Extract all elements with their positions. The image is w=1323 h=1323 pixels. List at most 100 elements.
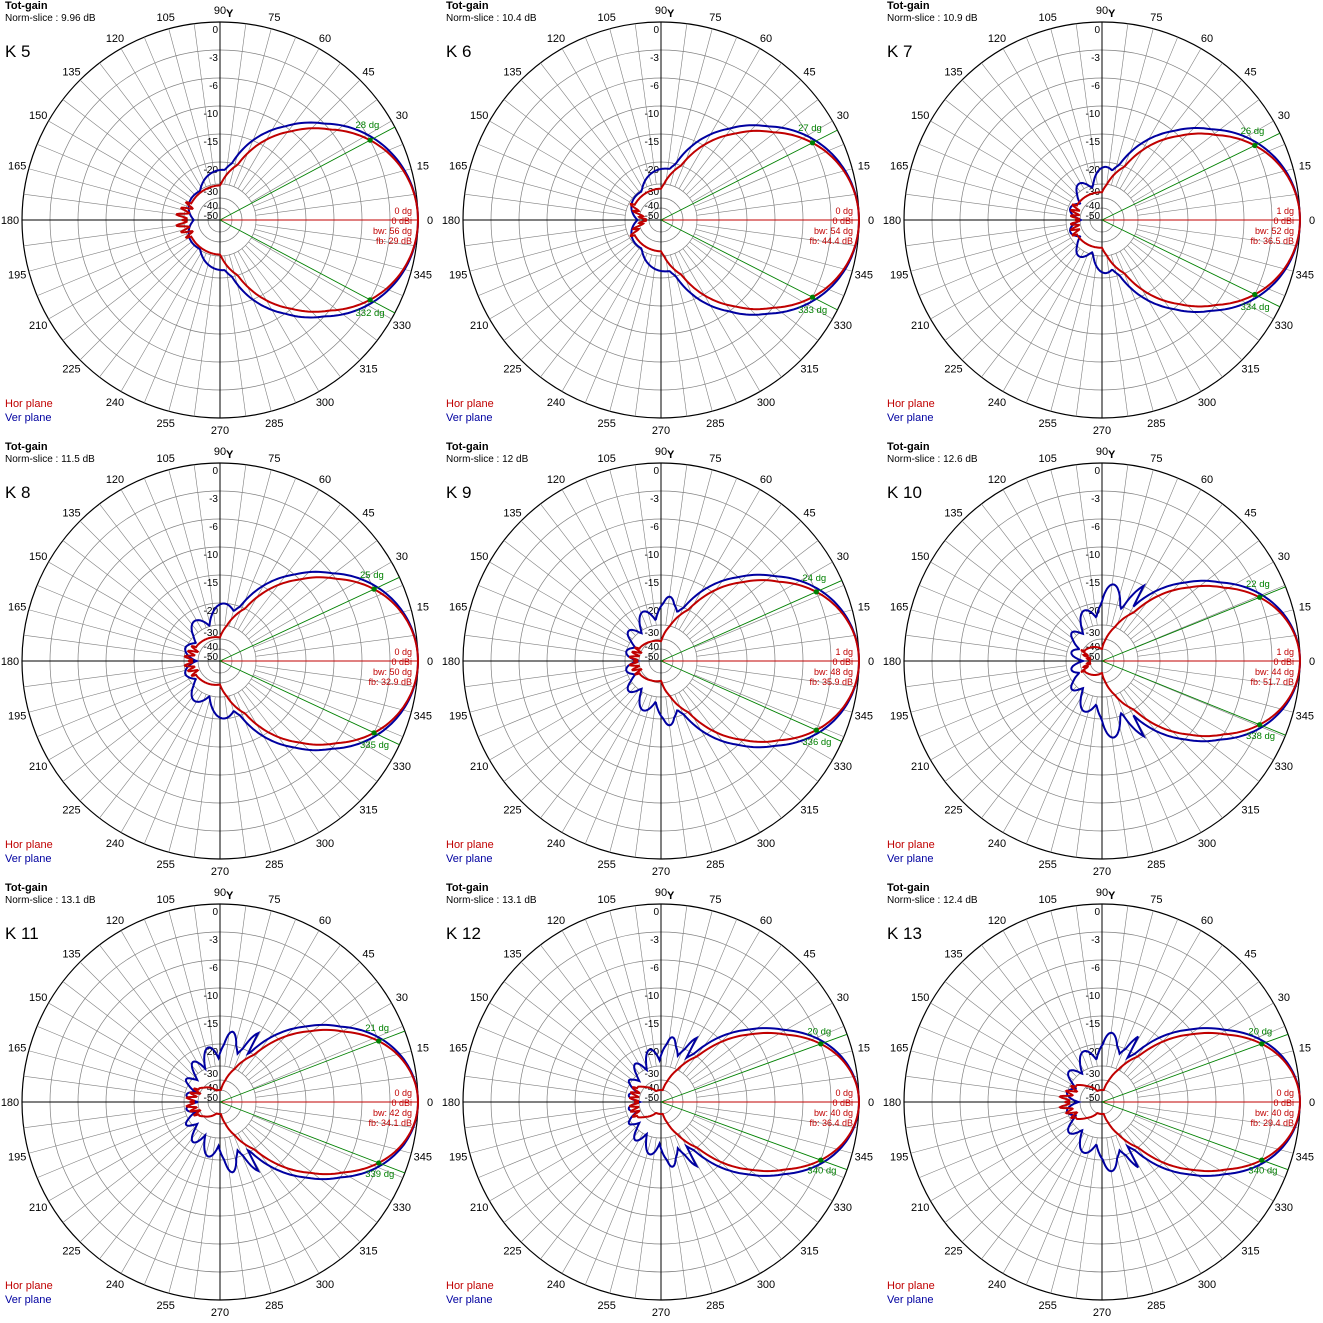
angle-tick-label: 75 <box>709 12 721 24</box>
grid-spoke <box>944 1123 1074 1223</box>
db-tick-label: 0 <box>1094 907 1100 918</box>
db-tick-label: -20 <box>1086 1047 1101 1058</box>
angle-tick-label: 345 <box>1296 710 1314 722</box>
grid-spoke <box>1130 1123 1260 1223</box>
grid-spoke <box>1050 1136 1093 1294</box>
grid-spoke <box>1025 918 1089 1069</box>
polar-plot: 0 15 30 45 60 75 90 105 120 135 150 165 180 195 210 225… <box>883 887 1315 1319</box>
hor-plane-trace <box>629 129 861 311</box>
db-tick-label: -20 <box>1086 165 1101 176</box>
grid-spoke <box>1106 255 1129 417</box>
angle-tick-label: 300 <box>757 397 775 409</box>
polar-chart-k9: 0 15 30 45 60 75 90 105 120 135 150 165 180 195 210 225… <box>441 441 882 882</box>
norm-slice: Norm-slice : 12 dB <box>446 454 529 465</box>
angle-tick-label: 345 <box>414 710 432 722</box>
grid-spoke <box>253 584 404 648</box>
half-power-marker-label: 338 dg <box>1246 731 1275 742</box>
angle-tick-label: 105 <box>597 12 615 24</box>
grid-spoke <box>1111 469 1154 627</box>
db-tick-label: -3 <box>209 935 218 946</box>
grid-spoke <box>930 678 1071 761</box>
half-power-marker-label: 336 dg <box>802 737 831 748</box>
grid-spoke <box>930 237 1071 320</box>
half-power-marker-line <box>1101 219 1281 308</box>
grid-spoke <box>229 695 272 853</box>
grid-spoke <box>241 62 341 192</box>
grid-spoke <box>193 696 216 858</box>
angle-tick-label: 270 <box>211 866 229 878</box>
grid-spoke <box>1135 1115 1286 1179</box>
db-tick-label: -30 <box>645 187 660 198</box>
grid-spoke <box>245 79 361 195</box>
grid-spoke <box>584 694 648 845</box>
grid-spoke <box>678 489 761 630</box>
grid-spoke <box>255 665 417 688</box>
legend-hor-plane: Hor plane <box>446 398 494 410</box>
grid-spoke <box>981 689 1081 819</box>
grid-spoke <box>233 918 297 1069</box>
grid-spoke <box>540 944 640 1074</box>
grid-spoke <box>944 981 1074 1081</box>
db-tick-label: 0 <box>1094 466 1100 477</box>
grid-spoke <box>254 609 412 652</box>
half-power-marker-point <box>1259 1041 1265 1047</box>
angle-tick-label: 345 <box>855 269 873 281</box>
half-power-marker-label: 20 dg <box>1248 1026 1272 1037</box>
grid-spoke <box>120 251 203 392</box>
db-tick-label: -15 <box>1086 1019 1101 1030</box>
angle-tick-label: 75 <box>709 894 721 906</box>
chart-title: Tot-gain <box>887 0 930 12</box>
grid-spoke <box>23 665 185 688</box>
grid-spoke <box>695 670 853 713</box>
db-tick-label: -50 <box>204 1093 219 1104</box>
grid-spoke <box>464 634 626 657</box>
angle-tick-label: 90 <box>1096 446 1108 458</box>
db-tick-label: -10 <box>645 109 660 120</box>
readout-text: 1 dg <box>835 647 853 657</box>
grid-spoke <box>1050 695 1093 853</box>
grid-spoke <box>36 584 187 648</box>
grid-spoke <box>489 561 630 644</box>
grid-spoke <box>503 540 633 640</box>
db-tick-label: -6 <box>1091 963 1100 974</box>
grid-spoke <box>1075 1137 1098 1299</box>
grid-spoke <box>1025 1135 1089 1286</box>
ver-plane-trace <box>1070 579 1302 743</box>
hor-plane-trace <box>175 127 420 313</box>
readout-text: 0 dg <box>835 206 853 216</box>
grid-spoke <box>36 1115 187 1179</box>
db-tick-label: -6 <box>650 963 659 974</box>
grid-spoke <box>584 1135 648 1286</box>
grid-spoke <box>918 584 1069 648</box>
grid-spoke <box>120 489 203 630</box>
angle-tick-label: 285 <box>265 859 283 871</box>
angle-tick-label: 120 <box>988 474 1006 486</box>
db-tick-label: -20 <box>204 165 219 176</box>
angle-tick-label: 240 <box>547 397 565 409</box>
readout-text: 0 dBi <box>391 216 412 226</box>
ver-plane-trace <box>184 1023 420 1181</box>
db-tick-label: -50 <box>1086 652 1101 663</box>
grid-spoke <box>1119 692 1202 833</box>
grid-spoke <box>248 682 378 782</box>
grid-spoke <box>918 143 1069 207</box>
db-tick-label: -20 <box>645 606 660 617</box>
grid-spoke <box>143 477 207 628</box>
grid-spoke <box>1137 665 1299 688</box>
db-tick-label: -20 <box>204 606 219 617</box>
angle-tick-label: 105 <box>156 453 174 465</box>
chart-title: Tot-gain <box>887 441 930 453</box>
angle-tick-label: 195 <box>449 1151 467 1163</box>
grid-spoke <box>682 1130 782 1260</box>
half-power-marker-line <box>660 1033 848 1103</box>
grid-spoke <box>1137 1106 1299 1129</box>
db-tick-label: -10 <box>1086 991 1101 1002</box>
grid-spoke <box>36 674 187 738</box>
y-axis-marker: Y <box>1108 890 1116 902</box>
grid-spoke <box>696 634 858 657</box>
angle-tick-label: 210 <box>911 320 929 332</box>
db-tick-label: -3 <box>1091 494 1100 505</box>
grid-spoke <box>120 48 203 189</box>
grid-spoke <box>1130 682 1260 782</box>
grid-spoke <box>1075 696 1098 858</box>
